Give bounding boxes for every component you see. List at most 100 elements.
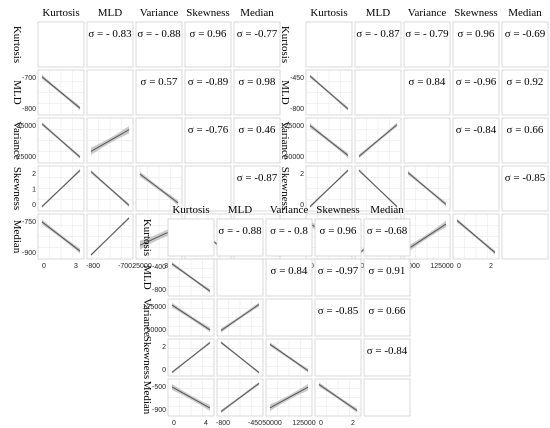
regression-line	[407, 223, 447, 250]
row-tick-label: -400	[152, 264, 166, 271]
row-header-variance: Variance	[279, 121, 291, 160]
row-header-skewness: Skewness	[141, 336, 153, 379]
regression-line	[456, 220, 496, 253]
regression-line	[309, 169, 349, 208]
cell-median-skewness	[314, 378, 362, 417]
row-tick-label: -700	[22, 75, 36, 82]
cell-skewness-median: σ = -0.84	[363, 338, 411, 377]
column-header-kurtosis: Kurtosis	[310, 7, 347, 19]
cell-mld-median: σ = 0.91	[363, 258, 411, 297]
column-header-median: Median	[508, 7, 542, 19]
row-tick-label: 2	[300, 171, 304, 178]
cell-skewness-skewness	[314, 338, 362, 377]
row-tick-label: -900	[152, 407, 166, 414]
correlation-label: σ = - 0.87	[356, 28, 400, 40]
row-header-mld: MLD	[11, 80, 23, 105]
correlation-label: σ = -0.77	[237, 28, 278, 40]
row-tick-label: -750	[22, 219, 36, 226]
row-tick-label: 50000	[285, 154, 305, 161]
row-header-mld: MLD	[141, 265, 153, 290]
cell-kurtosis-skewness: σ = 0.96	[452, 21, 500, 68]
column-header-median: Median	[240, 7, 274, 19]
cell-kurtosis-skewness: σ = 0.96	[314, 218, 362, 257]
cell-skewness-mld	[354, 165, 402, 212]
regression-line	[90, 217, 130, 256]
cell-mld-mld	[86, 69, 134, 116]
column-tick-label: 3	[74, 263, 78, 270]
regression-line	[407, 172, 447, 205]
correlation-label: σ = 0.91	[369, 265, 406, 277]
row-tick-label: 35000	[17, 123, 37, 130]
row-header-kurtosis: Kurtosis	[141, 219, 153, 256]
row-tick-label: 125000	[143, 304, 166, 311]
column-header-variance: Variance	[408, 7, 447, 19]
cell-skewness-mld	[86, 165, 134, 212]
row-header-variance: Variance	[141, 298, 153, 337]
cell-skewness-median: σ = -0.85	[501, 165, 549, 212]
column-header-kurtosis: Kurtosis	[172, 204, 209, 216]
correlation-label: σ = 0.98	[239, 76, 276, 88]
regression-line	[171, 304, 211, 331]
cell-mld-variance: σ = 0.84	[265, 258, 313, 297]
cell-skewness-skewness	[184, 165, 232, 212]
cell-mld-variance: σ = 0.84	[403, 69, 451, 116]
cell-skewness-kurtosis	[37, 165, 85, 212]
cell-median-mld	[216, 378, 264, 417]
correlation-label: σ = -0.84	[367, 345, 408, 357]
regression-line	[90, 171, 130, 206]
row-tick-label: -500	[152, 384, 166, 391]
column-tick-label: 0	[457, 263, 461, 270]
regression-line	[171, 342, 211, 373]
cell-mld-skewness: σ = -0.89	[184, 69, 232, 116]
cell-kurtosis-variance: σ = - 0.8	[265, 218, 313, 257]
cell-variance-kurtosis	[37, 117, 85, 164]
cell-median-median	[363, 378, 411, 417]
cell-skewness-median: σ = -0.87	[233, 165, 281, 212]
column-tick-label: 4	[204, 420, 208, 427]
cell-variance-median: σ = 0.66	[363, 298, 411, 337]
correlation-label: σ = 0.96	[458, 28, 495, 40]
cell-kurtosis-median: σ = -0.69	[501, 21, 549, 68]
correlation-label: σ = 0.92	[507, 76, 544, 88]
row-tick-label: -800	[22, 106, 36, 113]
correlation-label: σ = - 0.88	[137, 28, 181, 40]
row-tick-label: 0	[32, 202, 36, 209]
row-header-kurtosis: Kurtosis	[279, 26, 291, 63]
correlation-label: σ = -0.68	[367, 225, 408, 237]
cell-kurtosis-mld: σ = - 0.83	[86, 21, 134, 68]
correlation-label: σ = 0.84	[409, 76, 446, 88]
regression-line	[269, 386, 309, 409]
cell-skewness-skewness	[452, 165, 500, 212]
cell-kurtosis-variance: σ = - 0.79	[403, 21, 451, 68]
correlation-label: σ = -0.96	[456, 76, 497, 88]
row-tick-label: 125000	[281, 123, 304, 130]
cell-variance-median: σ = 0.46	[233, 117, 281, 164]
cell-skewness-variance	[265, 338, 313, 377]
correlation-label: σ = 0.66	[507, 124, 544, 136]
cell-kurtosis-kurtosis	[305, 21, 353, 68]
correlation-label: σ = -0.85	[505, 172, 546, 184]
cell-variance-skewness: σ = -0.76	[184, 117, 232, 164]
cell-mld-kurtosis	[167, 258, 215, 297]
cell-variance-median: σ = 0.66	[501, 117, 549, 164]
cell-variance-skewness: σ = -0.84	[452, 117, 500, 164]
row-tick-label: 2	[162, 344, 166, 351]
regression-line	[220, 304, 260, 331]
column-header-median: Median	[370, 204, 404, 216]
column-tick-label: -450	[248, 420, 262, 427]
cell-mld-mld	[354, 69, 402, 116]
regression-line	[171, 386, 211, 409]
column-tick-label: -700	[118, 263, 132, 270]
regression-line	[41, 76, 81, 109]
cell-kurtosis-mld: σ = - 0.87	[354, 21, 402, 68]
cell-variance-mld	[216, 298, 264, 337]
row-tick-label: -800	[290, 106, 304, 113]
row-tick-label: 0	[162, 367, 166, 374]
column-tick-label: 25000	[132, 263, 152, 270]
column-header-kurtosis: Kurtosis	[42, 7, 79, 19]
row-tick-label: -800	[152, 287, 166, 294]
correlation-label: σ = - 0.83	[88, 28, 132, 40]
correlation-label: σ = -0.87	[237, 172, 278, 184]
cell-variance-mld	[354, 117, 402, 164]
cell-median-kurtosis	[37, 213, 85, 260]
